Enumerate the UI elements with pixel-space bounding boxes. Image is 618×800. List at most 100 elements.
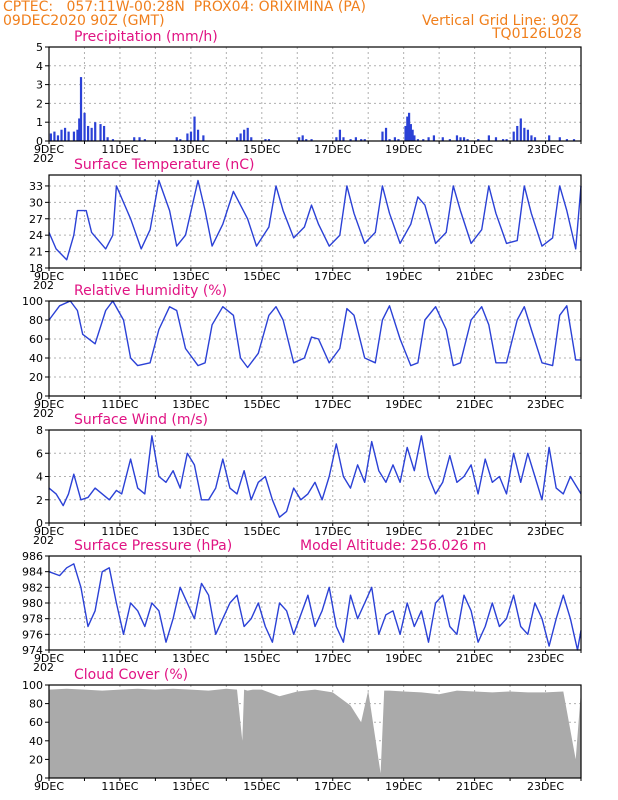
precip-bar — [432, 135, 436, 141]
panel-4: 0 2 4 6 8 9DEC 11DEC 13DEC 15DEC 17DEC 19DEC 21DEC 2… — [33, 412, 582, 547]
y-tick-label: 976 — [22, 628, 43, 641]
y-tick-label: 27 — [29, 213, 43, 226]
precip-bar — [381, 131, 384, 141]
precip-bar — [143, 139, 146, 141]
y-tick-label: 80 — [29, 698, 43, 711]
precip-bar — [138, 137, 141, 141]
precip-bar — [516, 125, 519, 141]
station-label: CPTEC: 057:11W-00:28N PROX04: ORIXIMINA … — [3, 0, 366, 15]
precip-bar — [239, 133, 242, 141]
x-tick-label: 11DEC — [101, 398, 138, 411]
y-tick-label: 18 — [29, 262, 43, 275]
panel-title: Surface Temperature (nC) — [74, 157, 255, 173]
precip-bar — [519, 118, 522, 141]
precip-bar — [83, 112, 86, 141]
precip-bar — [501, 139, 505, 141]
precip-bar — [106, 137, 109, 141]
x-tick-label: 9DEC — [34, 398, 64, 411]
precip-bar — [572, 139, 576, 141]
y-tick-label: 20 — [29, 753, 43, 766]
x-tick-label: 13DEC — [172, 780, 209, 793]
precip-bar — [530, 135, 533, 141]
precip-bar — [448, 139, 451, 141]
x-tick-label: 19DEC — [385, 525, 422, 538]
precip-bar — [459, 137, 462, 141]
precip-bar — [455, 135, 459, 141]
precip-bar — [301, 135, 304, 141]
precip-bar — [354, 137, 357, 141]
x-tick-label: 11DEC — [101, 780, 138, 793]
precip-bar — [175, 137, 178, 141]
x-tick-label: 17DEC — [314, 780, 351, 793]
y-tick-label: 4 — [36, 60, 43, 73]
x-tick-label: 17DEC — [314, 270, 351, 283]
series-line — [48, 563, 582, 651]
y-tick-label: 80 — [29, 314, 43, 327]
precip-bar — [189, 131, 193, 141]
precip-bar — [79, 77, 83, 141]
y-tick-label: 100 — [22, 295, 43, 308]
precip-bar — [342, 137, 345, 141]
precip-bar — [179, 139, 182, 141]
precip-bar — [193, 116, 196, 141]
precip-bar — [335, 137, 338, 141]
precip-bar — [422, 139, 425, 141]
precip-bar — [523, 127, 526, 141]
x-tick-label: 9DEC — [34, 143, 64, 156]
x-tick-label: 23DEC — [527, 780, 564, 793]
precip-bar — [49, 133, 52, 141]
precip-bar — [243, 129, 246, 141]
precip-bar — [76, 129, 79, 141]
x-tick-label: 17DEC — [314, 143, 351, 156]
x-tick-label: 13DEC — [172, 652, 209, 665]
x-tick-label: 11DEC — [101, 143, 138, 156]
x-tick-label: 15DEC — [243, 398, 280, 411]
year-stub-label: 202 — [33, 152, 54, 165]
year-stub-label: 202 — [33, 407, 54, 420]
panel-frame — [48, 174, 582, 269]
precip-bar — [427, 137, 430, 141]
x-tick-label: 23DEC — [527, 652, 564, 665]
precip-bar — [196, 129, 200, 141]
x-tick-label: 13DEC — [172, 398, 209, 411]
x-tick-label: 15DEC — [243, 270, 280, 283]
x-tick-label: 21DEC — [456, 525, 493, 538]
precip-bar — [505, 139, 508, 141]
y-tick-label: 100 — [22, 679, 43, 692]
precip-bar — [111, 139, 115, 141]
y-tick-label: 30 — [29, 196, 43, 209]
precip-bar — [413, 135, 416, 141]
year-stub-label: 202 — [33, 661, 54, 674]
precip-bar — [388, 139, 391, 141]
precip-bar — [186, 133, 189, 141]
x-tick-label: 23DEC — [527, 398, 564, 411]
panel-1: 0 1 2 3 4 5 9DEC 11DEC 13DEC 15DEC 17DEC 19DEC 21DEC… — [33, 29, 582, 165]
precip-bar — [133, 137, 136, 141]
precip-bar — [393, 137, 396, 141]
x-tick-label: 19DEC — [385, 143, 422, 156]
y-tick-label: 974 — [22, 644, 43, 657]
precip-bar — [409, 124, 412, 141]
x-tick-label: 13DEC — [172, 270, 209, 283]
x-tick-label: 21DEC — [456, 780, 493, 793]
precip-bar — [494, 137, 498, 141]
panel-6: 0 20 40 60 80 100 9DEC 11DEC 13DEC 15DEC 17DEC 19DE… — [22, 667, 582, 793]
precip-bar — [411, 129, 414, 141]
y-tick-label: 21 — [29, 246, 43, 259]
precip-bar — [512, 131, 515, 141]
y-tick-label: 5 — [36, 41, 43, 54]
precip-bar — [56, 135, 60, 141]
precip-bar — [384, 127, 388, 141]
x-tick-label: 15DEC — [243, 652, 280, 665]
precip-bar — [477, 139, 480, 141]
panel-title: Surface Wind (m/s) — [74, 412, 208, 428]
precip-bar — [305, 139, 308, 141]
y-tick-label: 3 — [36, 79, 43, 92]
precip-bar — [406, 116, 409, 141]
precip-bar — [250, 137, 253, 141]
y-tick-label: 0 — [36, 135, 43, 148]
y-tick-label: 980 — [22, 597, 43, 610]
y-tick-label: 984 — [22, 566, 43, 579]
precip-bar — [363, 139, 366, 141]
cloud-cover-area — [49, 688, 581, 778]
